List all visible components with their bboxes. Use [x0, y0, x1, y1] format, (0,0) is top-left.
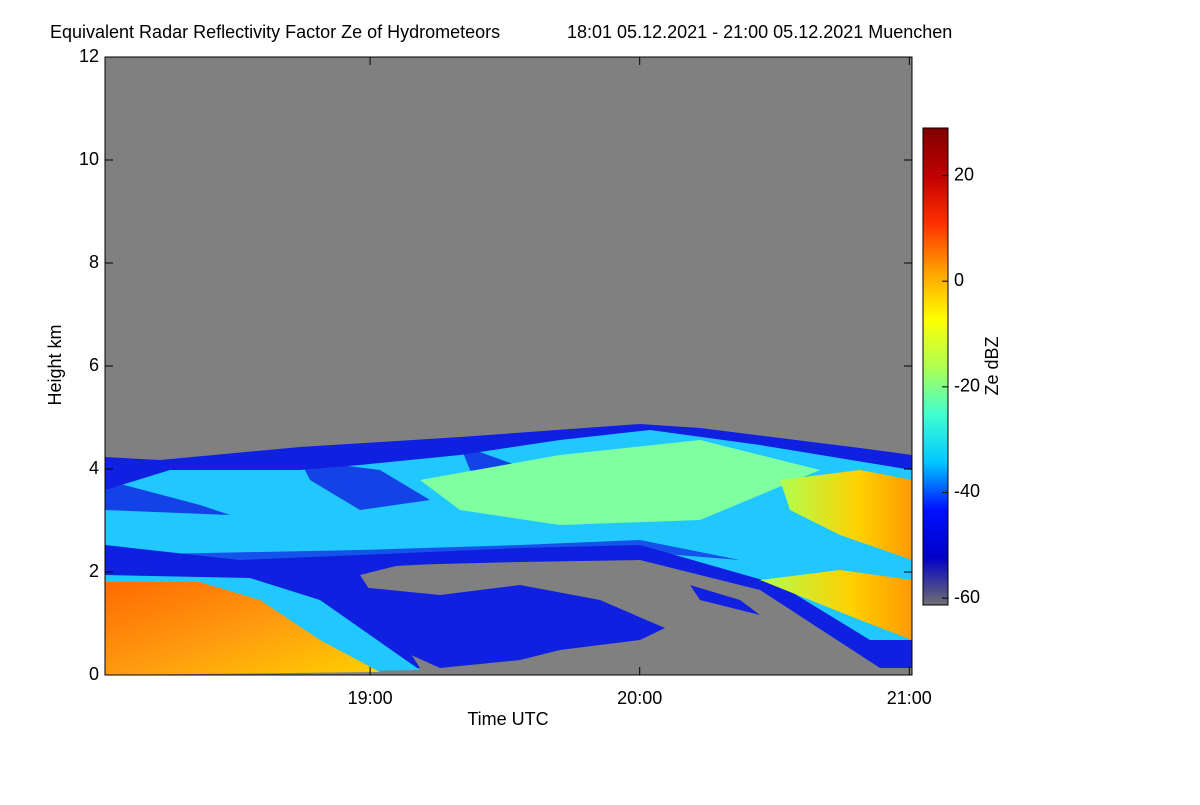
- y-tick-label: 0: [89, 664, 99, 684]
- x-axis-label: Time UTC: [467, 709, 548, 729]
- y-tick-label: 2: [89, 561, 99, 581]
- colorbar-tick-label: 20: [954, 164, 974, 184]
- x-tick-label: 21:00: [887, 688, 932, 708]
- y-tick-label: 12: [79, 46, 99, 66]
- colorbar-label: Ze dBZ: [982, 336, 1002, 395]
- x-tick-label: 19:00: [348, 688, 393, 708]
- colorbar-tick-label: -60: [954, 587, 980, 607]
- chart-title: Equivalent Radar Reflectivity Factor Ze …: [50, 22, 500, 42]
- y-tick-label: 8: [89, 252, 99, 272]
- colorbar-tick-label: 0: [954, 270, 964, 290]
- chart-subtitle: 18:01 05.12.2021 - 21:00 05.12.2021 Muen…: [567, 22, 952, 42]
- colorbar: [923, 128, 948, 605]
- y-tick-label: 6: [89, 355, 99, 375]
- y-axis-label: Height km: [45, 324, 65, 405]
- y-tick-label: 4: [89, 458, 99, 478]
- colorbar-frame: [922, 127, 949, 606]
- colorbar-tick-label: -40: [954, 481, 980, 501]
- colorbar-tick-label: -20: [954, 376, 980, 396]
- y-tick-label: 10: [79, 149, 99, 169]
- reflectivity-field: [105, 424, 912, 675]
- x-tick-label: 20:00: [617, 688, 662, 708]
